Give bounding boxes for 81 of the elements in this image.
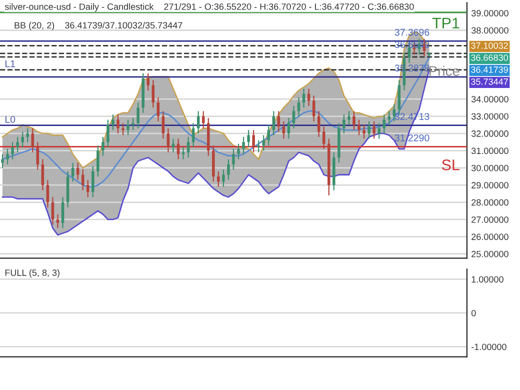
chart-title: FULL (5, 8, 3) bbox=[5, 269, 60, 278]
candlestick bbox=[282, 120, 286, 140]
candlestick bbox=[146, 72, 150, 92]
candlestick bbox=[262, 134, 265, 152]
candlestick bbox=[217, 170, 220, 188]
candlestick bbox=[102, 136, 104, 156]
candlestick bbox=[196, 110, 200, 134]
candlestick bbox=[312, 95, 316, 122]
candlestick bbox=[307, 88, 310, 106]
candlestick bbox=[292, 105, 296, 129]
candlestick bbox=[1, 154, 4, 168]
candlestick bbox=[378, 122, 380, 140]
candlestick bbox=[222, 169, 225, 188]
candlestick bbox=[257, 140, 260, 153]
text: TP1 bbox=[432, 18, 460, 28]
y-tick-label: 33.00000 bbox=[471, 113, 508, 120]
candlestick bbox=[21, 131, 24, 148]
y-tick-label: 25.00000 bbox=[472, 250, 508, 258]
candlestick bbox=[368, 120, 370, 140]
candlestick bbox=[237, 143, 240, 160]
ref-line-label: 37.3696 bbox=[394, 28, 430, 36]
y-tick-label: -1.00000 bbox=[472, 344, 506, 350]
y-tick-label: 26.00000 bbox=[472, 234, 508, 240]
candlestick bbox=[56, 214, 60, 229]
y-tick-label: 30.00000 bbox=[471, 164, 508, 172]
candlestick bbox=[126, 119, 130, 136]
candlestick bbox=[96, 144, 100, 178]
candlestick bbox=[36, 142, 40, 170]
candlestick bbox=[122, 122, 124, 136]
candlestick bbox=[132, 117, 134, 131]
y-tick-label: 34.00000 bbox=[471, 96, 508, 102]
candlestick bbox=[352, 110, 356, 131]
chart-title: silver-ounce-usd - Daily - Candlestick 271/291 - O:36.55220 - H:36.70720 - L:36.47720 - C:36.66830 bbox=[4, 3, 414, 12]
candlestick bbox=[46, 179, 50, 208]
text: 37.10032 bbox=[471, 42, 508, 49]
candlestick bbox=[76, 162, 80, 180]
annotation: L0 bbox=[5, 116, 16, 123]
y-tick-label: 29.00000 bbox=[472, 182, 508, 188]
y-tick-label: 27.00000 bbox=[472, 216, 508, 223]
candlestick bbox=[362, 124, 366, 140]
y-tick-label: 32.00000 bbox=[471, 130, 508, 137]
y-tick-label: 31.00000 bbox=[471, 148, 508, 154]
y-tick-label: 39.00000 bbox=[471, 10, 508, 16]
candlestick bbox=[6, 148, 9, 165]
candlestick bbox=[136, 102, 140, 129]
y-tick-label: 38.00000 bbox=[471, 27, 508, 34]
candlestick bbox=[16, 136, 19, 153]
y-tick-label: 28.00000 bbox=[472, 199, 508, 206]
candlestick bbox=[156, 96, 160, 122]
candlestick bbox=[382, 114, 386, 134]
candlestick bbox=[112, 114, 114, 131]
candlestick bbox=[26, 128, 29, 143]
candlestick bbox=[106, 119, 110, 148]
candlestick bbox=[116, 114, 120, 134]
text: BB (20, 2) 36.41739/37.10032/35.73447 bbox=[14, 22, 182, 30]
candlestick bbox=[41, 158, 44, 191]
text: 36.41739 bbox=[471, 66, 508, 73]
ref-line-label: 36.6549 bbox=[394, 41, 430, 48]
candlestick bbox=[61, 196, 64, 229]
candlestick bbox=[11, 142, 14, 160]
text: 36.66830 bbox=[471, 54, 508, 61]
candlestick bbox=[342, 114, 346, 134]
text: 35.73447 bbox=[471, 78, 508, 85]
y-tick-label: 1.00000 bbox=[472, 276, 504, 283]
candlestick bbox=[267, 124, 270, 146]
candlestick bbox=[232, 148, 235, 170]
candlestick bbox=[186, 136, 190, 158]
text: SL bbox=[442, 160, 460, 170]
candlestick bbox=[287, 117, 290, 140]
candlestick bbox=[227, 158, 230, 180]
candlestick bbox=[322, 126, 326, 150]
candlestick bbox=[252, 129, 255, 153]
y-tick-label: 0 bbox=[471, 310, 476, 316]
candlestick bbox=[92, 166, 94, 198]
annotation: L1 bbox=[5, 60, 16, 68]
candlestick bbox=[86, 179, 90, 198]
candlestick bbox=[348, 110, 350, 126]
candlestick bbox=[247, 129, 250, 148]
candlestick bbox=[358, 119, 360, 136]
candlestick bbox=[242, 136, 245, 155]
candlestick bbox=[372, 120, 376, 140]
